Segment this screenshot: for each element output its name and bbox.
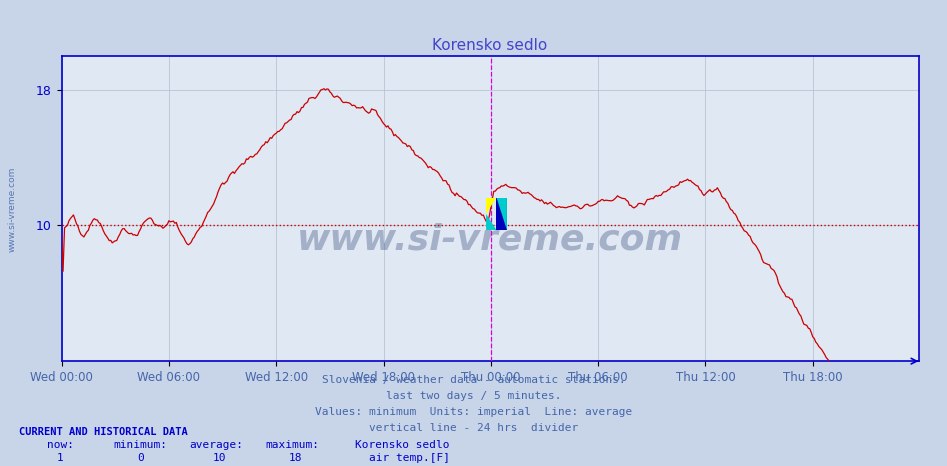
Polygon shape bbox=[486, 198, 496, 214]
Text: average:: average: bbox=[189, 440, 243, 450]
Text: Values: minimum  Units: imperial  Line: average: Values: minimum Units: imperial Line: av… bbox=[314, 407, 633, 417]
Text: maximum:: maximum: bbox=[265, 440, 319, 450]
Polygon shape bbox=[496, 198, 507, 230]
Text: 0: 0 bbox=[137, 453, 144, 463]
Text: 18: 18 bbox=[289, 453, 302, 463]
Polygon shape bbox=[486, 214, 496, 230]
Text: vertical line - 24 hrs  divider: vertical line - 24 hrs divider bbox=[369, 423, 578, 432]
Text: air temp.[F]: air temp.[F] bbox=[369, 453, 451, 463]
Text: 10: 10 bbox=[213, 453, 226, 463]
Text: minimum:: minimum: bbox=[114, 440, 168, 450]
Text: www.si-vreme.com: www.si-vreme.com bbox=[8, 167, 17, 253]
Text: CURRENT AND HISTORICAL DATA: CURRENT AND HISTORICAL DATA bbox=[19, 427, 188, 437]
Polygon shape bbox=[496, 198, 507, 230]
Text: last two days / 5 minutes.: last two days / 5 minutes. bbox=[385, 391, 562, 401]
Text: www.si-vreme.com: www.si-vreme.com bbox=[297, 222, 683, 256]
Text: Korensko sedlo: Korensko sedlo bbox=[355, 440, 450, 450]
Text: Slovenia / weather data - automatic stations.: Slovenia / weather data - automatic stat… bbox=[322, 375, 625, 385]
Text: 1: 1 bbox=[57, 453, 63, 463]
Text: now:: now: bbox=[47, 440, 75, 450]
Title: Korensko sedlo: Korensko sedlo bbox=[433, 38, 547, 54]
